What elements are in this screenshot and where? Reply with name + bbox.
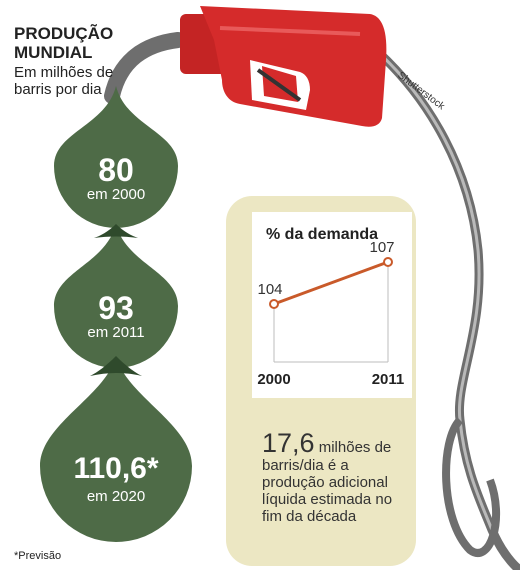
drop-overlap-2: [90, 356, 142, 376]
data-label-2000: 104: [257, 281, 282, 298]
production-note: 17,6 milhões de barris/dia é a produção …: [262, 428, 412, 526]
footnote: *Previsão: [14, 550, 62, 562]
data-point-2000: [269, 299, 279, 309]
fuel-nozzle-icon: [180, 6, 387, 127]
chart-title: % da demanda: [266, 226, 379, 243]
fuel-hose-highlight: [376, 50, 494, 531]
drop-overlap-1: [94, 224, 138, 238]
drop-value-2011: 93: [98, 290, 134, 326]
title-line-2: MUNDIAL: [14, 43, 93, 62]
page-title: PRODUÇÃO MUNDIAL: [14, 24, 113, 62]
drop-year-2000: em 2000: [86, 186, 146, 203]
note-text: milhões de barris/dia é a produção adici…: [262, 439, 393, 525]
drop-year-2011: em 2011: [87, 324, 145, 341]
demand-panel: [226, 196, 416, 566]
data-point-2011: [383, 257, 393, 267]
data-label-2011: 107: [369, 239, 394, 256]
x-tick-label-2011: 2011: [372, 371, 405, 388]
fuel-hose: [104, 32, 186, 104]
demand-line-chart: 104 2000 107 2011: [257, 239, 404, 388]
drop-mark-2000: [54, 86, 178, 228]
title-line-1: PRODUÇÃO: [14, 24, 114, 43]
drop-value-2020: 110,6*: [73, 452, 159, 485]
x-tick-label-2000: 2000: [257, 371, 290, 388]
fuel-hose-loop: [442, 417, 501, 557]
drop-value-2000: 80: [98, 152, 134, 188]
page-subtitle: Em milhões de barris por dia: [14, 64, 114, 98]
series-line-demand: [273, 260, 389, 306]
drop-mark-2020: [40, 356, 192, 542]
drop-mark-2011: [54, 224, 178, 368]
note-number: 17,6: [262, 428, 315, 458]
drop-year-2020: em 2020: [86, 488, 146, 505]
